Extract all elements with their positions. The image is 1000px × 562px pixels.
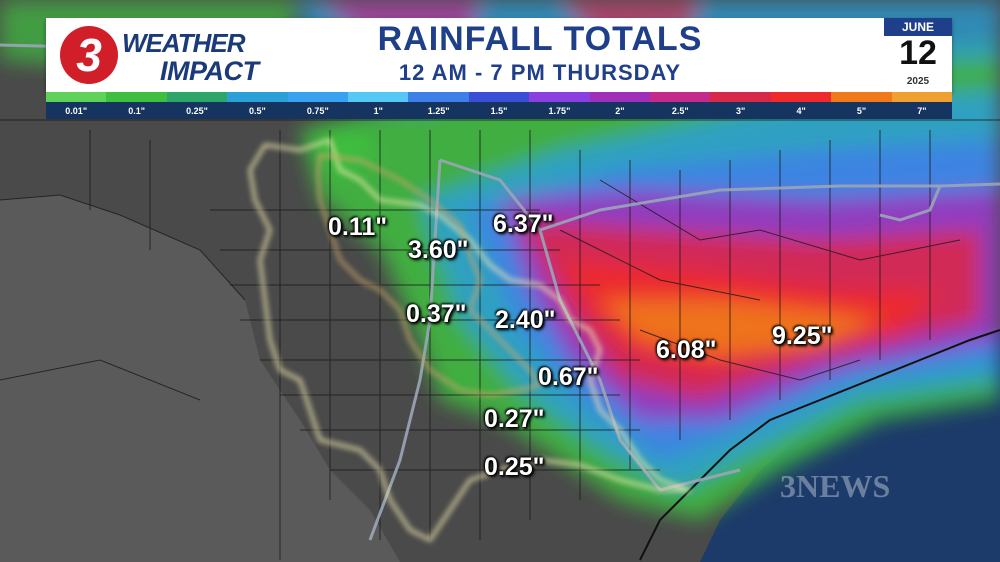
rainfall-total-label: 6.08" [656, 336, 717, 364]
rainfall-legend: 0.01" 0.1" 0.25" 0.5" 0.75" 1" 1.25" 1.5" 1.75" 2… [46, 92, 953, 119]
legend-label: 2.5" [671, 106, 689, 116]
legend-swatch [891, 92, 953, 102]
legend-labels: 0.01" 0.1" 0.25" 0.5" 0.75" 1" 1.25" 1.5" 1.75" 2… [46, 104, 952, 118]
legend-label: 0.25" [186, 106, 208, 116]
county-lines [0, 119, 1000, 560]
legend-swatch [529, 92, 590, 102]
rainfall-total-label: 0.37" [406, 300, 467, 328]
legend-swatch [770, 92, 832, 102]
legend-swatch [589, 92, 651, 102]
legend-label: 0.75" [306, 106, 329, 116]
channel-3-logo-icon: 3 [60, 26, 118, 84]
legend-label: 2" [615, 106, 625, 116]
rainfall-total-label: 3.60" [408, 236, 469, 264]
legend-label: 7" [917, 106, 927, 116]
rainfall-total-label: 0.67" [538, 363, 599, 391]
station-logo: 3 WEATHER IMPACT [60, 22, 290, 90]
graphic-title: RAINFALL TOTALS [377, 20, 703, 58]
legend-swatch [348, 92, 409, 102]
title-banner [46, 18, 952, 92]
legend-label: 0.5" [249, 106, 266, 116]
date-day: 12 [899, 34, 937, 72]
legend-swatch [710, 92, 771, 102]
coastline [639, 329, 1000, 561]
graphic-subtitle: 12 AM - 7 PM THURSDAY [398, 60, 682, 85]
legend-swatch [468, 92, 530, 102]
legend-swatch [227, 92, 288, 102]
mexico-terrain [0, 195, 400, 562]
legend-swatch [46, 92, 107, 102]
rainfall-total-label: 9.25" [772, 322, 833, 350]
legend-color-bar [46, 92, 953, 102]
legend-label: 4" [796, 106, 806, 116]
logo-weather-text: WEATHER [122, 28, 246, 58]
logo-impact-text: IMPACT [160, 56, 259, 86]
rainfall-total-label: 6.37" [493, 210, 554, 238]
rainfall-total-label: 2.40" [495, 306, 556, 334]
legend-label: 3" [736, 106, 746, 116]
legend-swatch [650, 92, 711, 102]
basin-outline-yellow [248, 138, 691, 542]
legend-label: 1.5" [490, 106, 508, 116]
legend-label: 5" [856, 106, 867, 116]
legend-swatch [408, 92, 469, 102]
rainfall-total-label: 0.27" [484, 405, 545, 433]
legend-label: 1.25" [427, 106, 450, 116]
rainfall-total-label: 0.11" [328, 213, 388, 241]
date-badge: JUNE 12 2025 [884, 18, 952, 92]
legend-label: 0.1" [128, 106, 145, 116]
legend-label: 1" [373, 106, 383, 116]
date-month: JUNE [884, 18, 952, 36]
date-year: 2025 [906, 76, 930, 87]
legend-swatch [831, 92, 892, 102]
basin-outline-tan [316, 153, 543, 397]
station-watermark: 3NEWS [780, 468, 891, 504]
legend-label: 0.01" [65, 106, 88, 116]
legend-swatch [106, 92, 167, 102]
rainfall-total-label: 0.25" [484, 453, 545, 481]
legend-swatch [287, 92, 349, 102]
legend-swatch [166, 92, 228, 102]
legend-label: 1.75" [548, 106, 571, 116]
